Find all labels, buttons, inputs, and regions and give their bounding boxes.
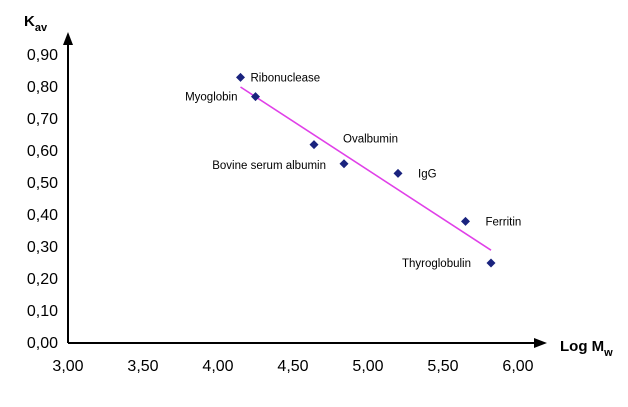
data-point-label: Thyroglobulin [402,258,471,270]
x-tick-label: 3,50 [127,358,158,375]
data-point-marker [393,168,403,178]
data-point-label: Myoglobin [185,92,237,104]
y-tick-label: 0,10 [27,303,58,320]
y-tick-label: 0,60 [27,143,58,160]
y-axis-title: Kav [24,13,48,34]
x-tick-label: 5,00 [352,358,383,375]
x-tick-label: 6,00 [502,358,533,375]
data-point-label: Ferritin [486,216,522,228]
data-point-label: IgG [418,168,437,180]
data-point-marker [339,159,349,169]
data-points [236,72,496,268]
axes [63,32,547,348]
data-point-marker [309,140,319,150]
y-tick-label: 0,90 [27,47,58,64]
y-axis-arrow-icon [63,32,73,45]
trendline [240,86,492,251]
data-point-labels: Ribonuclease Myoglobin Ovalbumin Bovine ser… [185,72,521,270]
data-point-label: Bovine serum albumin [212,160,326,172]
x-tick-labels: 3,00 3,50 4,00 4,50 5,00 5,50 6,00 [52,358,533,375]
y-tick-label: 0,80 [27,79,58,96]
y-tick-label: 0,20 [27,271,58,288]
y-tick-labels: 0,00 0,10 0,20 0,30 0,40 0,50 0,60 0,70 0,80 0,90 [27,47,58,352]
x-tick-label: 3,00 [52,358,83,375]
data-point-marker [251,92,260,102]
x-axis-title: Log Mw [560,338,613,359]
x-tick-label: 4,00 [202,358,233,375]
data-point-marker [236,72,245,82]
y-tick-label: 0,00 [27,335,58,352]
x-axis-arrow-icon [534,338,547,348]
data-point-marker [461,216,470,226]
y-tick-label: 0,70 [27,111,58,128]
data-point-marker [486,258,496,268]
data-point-label: Ribonuclease [251,72,321,84]
data-point-label: Ovalbumin [343,134,398,146]
y-tick-label: 0,30 [27,239,58,256]
y-tick-label: 0,40 [27,207,58,224]
y-tick-label: 0,50 [27,175,58,192]
x-tick-label: 5,50 [427,358,458,375]
x-tick-label: 4,50 [277,358,308,375]
